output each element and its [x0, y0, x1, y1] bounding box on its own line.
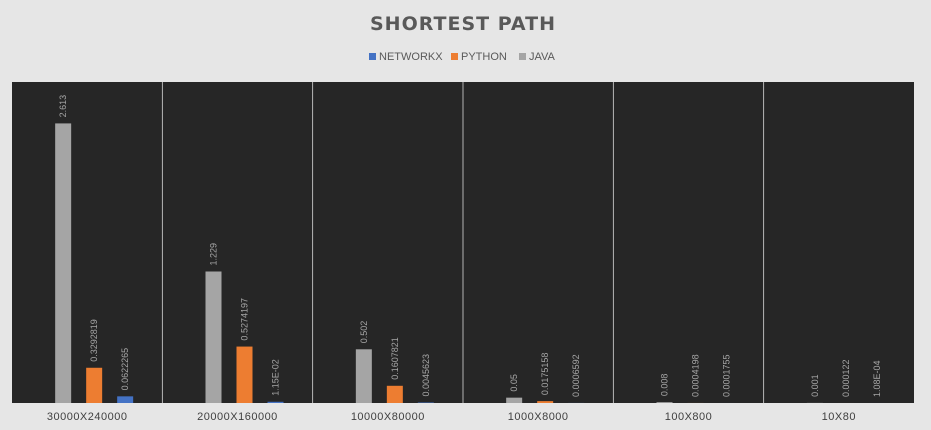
value-label-java: 0.502 [359, 321, 369, 344]
value-label-networkx: 0.0045623 [421, 354, 431, 397]
value-label-networkx: 0.0001755 [722, 354, 732, 397]
value-label-java: 2.613 [58, 95, 68, 118]
legend-label-python: PYTHON [461, 51, 507, 63]
value-label-networkx: 1.08E-04 [872, 360, 882, 397]
bar-java [55, 123, 72, 403]
value-label-python: 0.0175158 [540, 353, 550, 396]
value-label-python: 0.3292819 [89, 319, 99, 362]
bar-python [537, 401, 554, 403]
category-label: 10000X80000 [351, 411, 425, 423]
bar-networkx [117, 396, 134, 403]
legend-swatch-java [519, 53, 526, 60]
value-label-java: 0.05 [509, 374, 519, 392]
value-label-python: 0.1607821 [390, 337, 400, 380]
category-label: 1000X8000 [508, 411, 569, 423]
category-label: 30000X240000 [47, 411, 128, 423]
legend-label-java: JAVA [529, 51, 556, 63]
bar-java [355, 349, 372, 403]
value-label-python: 0.000122 [841, 359, 851, 397]
value-label-python: 0.5274197 [240, 298, 250, 341]
legend-swatch-python [451, 53, 458, 60]
legend: NETWORKX PYTHON JAVA [369, 51, 556, 63]
value-label-networkx: 0.0006592 [571, 354, 581, 397]
value-label-java: 0.001 [810, 374, 820, 397]
bar-python [236, 346, 253, 403]
legend-swatch-networkx [369, 53, 376, 60]
bars [55, 123, 885, 403]
value-label-python: 0.0004198 [691, 354, 701, 397]
value-label-java: 1.229 [209, 243, 219, 266]
legend-label-networkx: NETWORKX [379, 51, 443, 63]
value-labels: 2.613 0.3292819 0.0622265 1.229 0.5274197 1.1… [58, 95, 882, 397]
bar-java [506, 397, 523, 403]
bar-python [386, 385, 403, 403]
bar-java [656, 402, 673, 403]
value-label-java: 0.008 [660, 374, 670, 397]
bar-java [205, 271, 222, 403]
category-separators [161, 82, 765, 403]
value-label-networkx: 1.15E-02 [271, 359, 281, 396]
category-label: 100X800 [665, 411, 713, 423]
value-label-networkx: 0.0622265 [120, 348, 130, 391]
bar-networkx [267, 401, 284, 403]
chart-title: SHORTEST PATH [370, 13, 556, 35]
category-label: 10X80 [822, 411, 856, 423]
bar-python [86, 367, 103, 403]
category-label: 20000X160000 [197, 411, 278, 423]
category-labels: 30000X240000 20000X160000 10000X80000 1000X… [47, 411, 856, 423]
